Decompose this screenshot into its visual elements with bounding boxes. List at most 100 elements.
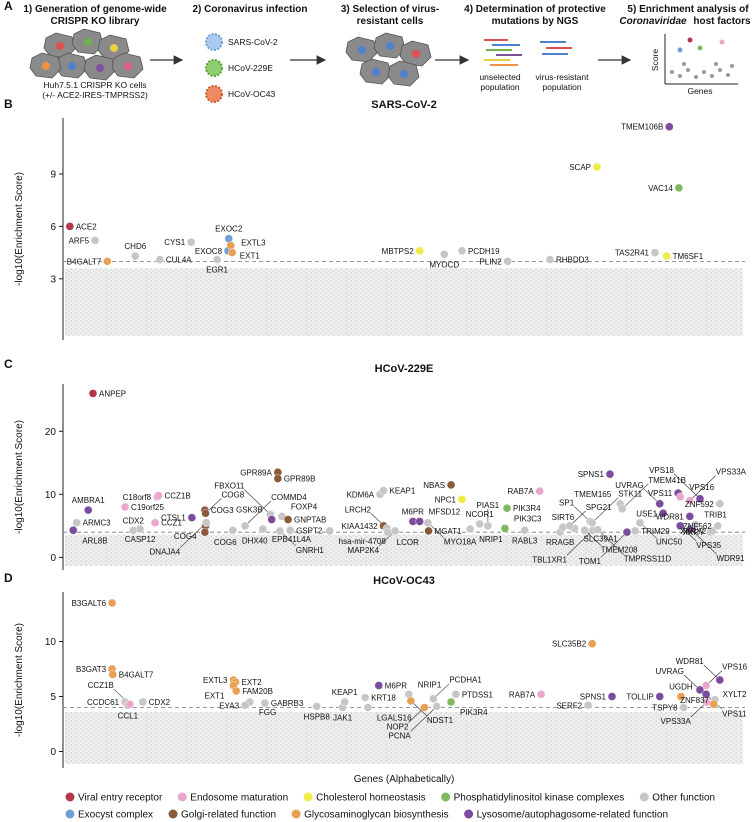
gene-point <box>415 246 424 256</box>
gene-point <box>258 524 268 534</box>
gene-label: SERF2 <box>556 701 582 710</box>
gene-point <box>212 255 222 264</box>
gene-label: VPS33A <box>661 717 692 726</box>
gene-label: WDR81 <box>656 512 685 521</box>
gene-label: FOXP4 <box>291 502 318 511</box>
gene-label: EXTL3 <box>203 676 228 685</box>
gene-point <box>483 521 493 531</box>
gene-point <box>635 518 645 527</box>
gene-label: TMPRSS11D <box>624 555 672 564</box>
gene-point <box>228 526 238 535</box>
legend-swatch <box>441 792 451 802</box>
gene-label: NPC1 <box>435 495 457 504</box>
gene-label: KEAP1 <box>390 487 416 496</box>
gene-label: CCDC61 <box>87 698 120 707</box>
step-title: host factors <box>693 16 751 27</box>
gene-label: FGG <box>259 708 276 717</box>
panel-label: D <box>4 571 13 585</box>
gene-point <box>446 697 456 707</box>
gene-label: hsa-mir-4708 <box>339 537 387 546</box>
gene-label: EPB41L4A <box>272 535 312 544</box>
y-tick-label: 0 <box>50 747 56 758</box>
gene-label: SLC35B2 <box>552 640 587 649</box>
gene-point <box>150 518 160 527</box>
gene-point <box>605 469 615 479</box>
gene-label: KRT18 <box>371 694 396 703</box>
legend-swatch <box>291 809 301 819</box>
gene-label: NDST1 <box>427 716 454 725</box>
gene-label: B4GALT7 <box>67 257 102 266</box>
gene-label: DNAJA4 <box>150 548 181 557</box>
gene-point <box>135 524 145 534</box>
gene-label: TMEM208 <box>601 545 638 554</box>
leader-line <box>689 475 716 501</box>
y-tick-label: 5 <box>50 692 56 703</box>
gene-point <box>129 526 138 535</box>
gene-label: ARL8B <box>82 536 107 545</box>
y-tick-label: 6 <box>50 222 56 233</box>
gene-label: XYLT2 <box>723 690 747 699</box>
gene-point <box>275 526 285 536</box>
gene-point <box>545 255 555 264</box>
virus-icon <box>205 85 223 103</box>
gene-point <box>715 499 724 508</box>
gene-label: TSPY8 <box>652 704 678 713</box>
gene-point <box>420 703 429 712</box>
gene-label: WDR81 <box>676 657 705 666</box>
gene-point <box>374 681 383 690</box>
legend: Viral entry receptor Endosome maturation C… <box>65 792 715 821</box>
gene-point <box>457 246 467 256</box>
gene-label: ZNF837 <box>680 696 709 705</box>
gene-point <box>65 222 75 231</box>
leader-line <box>592 497 619 523</box>
gene-point <box>676 521 685 531</box>
legend-swatch <box>639 792 649 802</box>
gene-label: B3GAT3 <box>76 665 107 674</box>
leader-line <box>600 531 628 558</box>
gene-label: TOM1 <box>579 557 602 566</box>
gene-label: FAM20B <box>242 687 273 696</box>
gene-point <box>457 495 467 504</box>
virus-icon <box>205 33 223 51</box>
gene-label: USE1 <box>636 509 657 518</box>
gene-point <box>665 122 674 131</box>
gene-label: SLC39A1 <box>584 534 619 543</box>
gene-label: UVRAG <box>656 667 684 676</box>
gene-point <box>84 505 93 515</box>
legend-label: Golgi-related function <box>181 810 276 821</box>
leader-line <box>597 529 624 555</box>
mini-axis-label: Score <box>650 49 660 71</box>
legend-label: Other function <box>652 793 715 804</box>
gene-label: RAB7A <box>507 487 534 496</box>
leader-line <box>244 500 272 527</box>
gene-point <box>424 526 433 536</box>
gene-point <box>240 521 250 531</box>
gene-label: EYA3 <box>219 701 239 710</box>
gene-point <box>226 241 235 250</box>
gene-point <box>131 251 140 261</box>
mini-axis-label: Genes <box>687 86 712 96</box>
gene-point <box>715 675 724 685</box>
gene-point <box>72 518 81 527</box>
gene-point <box>138 697 147 707</box>
step-title: mutations by NGS <box>492 16 579 27</box>
gene-point <box>432 702 441 711</box>
gene-point <box>440 250 449 259</box>
gene-point <box>618 504 627 514</box>
gene-label: TBL1XR1 <box>532 555 567 564</box>
gene-point <box>520 526 529 535</box>
gene-label: COMMD4 <box>271 493 307 502</box>
step-note: virus-resistant <box>536 72 590 82</box>
gene-label: TOLLIP <box>626 693 653 702</box>
gene-label: CASP12 <box>125 535 156 544</box>
legend-swatch <box>168 809 178 819</box>
gene-label: NRIP1 <box>479 535 503 544</box>
leader-line <box>410 706 437 732</box>
gene-point <box>695 494 705 503</box>
gene-label: ACE2 <box>76 222 97 231</box>
gene-label: KDM6A <box>347 490 375 499</box>
gene-point <box>592 162 602 172</box>
gene-label: VPS11 <box>722 709 747 718</box>
gene-label: CTSL1 <box>161 514 186 523</box>
y-axis-label: -log10(Enrichment Score) <box>14 623 25 737</box>
